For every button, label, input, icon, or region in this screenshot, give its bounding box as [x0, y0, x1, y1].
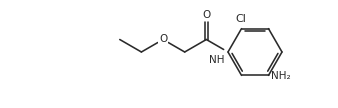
Text: O: O: [202, 10, 211, 20]
Text: NH: NH: [210, 55, 225, 65]
Text: NH₂: NH₂: [271, 71, 291, 81]
Text: Cl: Cl: [235, 14, 246, 24]
Text: O: O: [159, 34, 167, 44]
